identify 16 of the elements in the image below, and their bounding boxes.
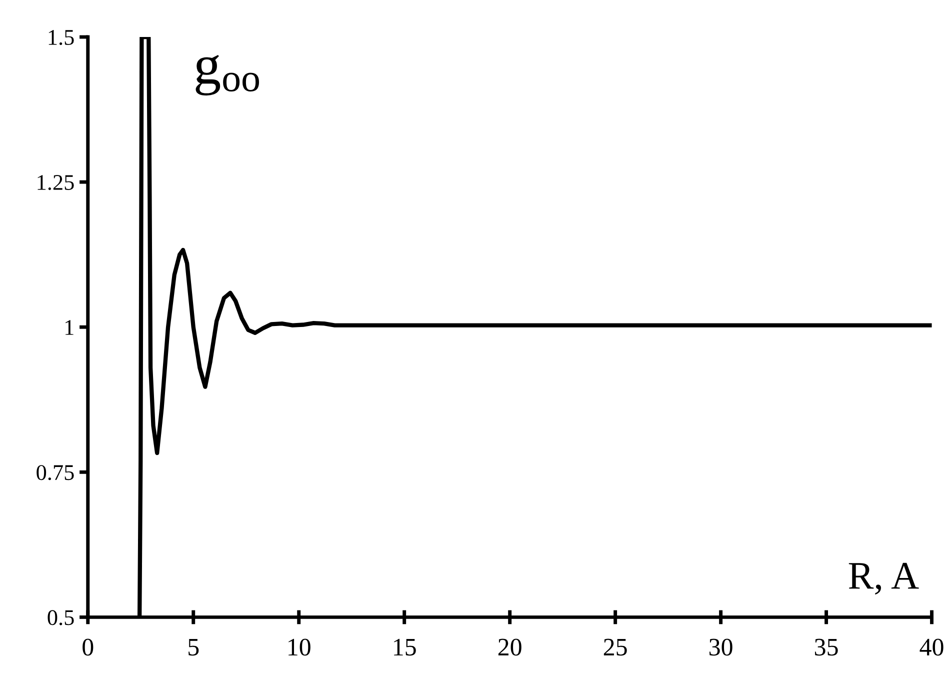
x-axis-title: R, A [848, 562, 919, 595]
x-tick-label: 15 [394, 638, 416, 656]
x-tick-label: 40 [920, 638, 944, 656]
y-tick-label: 0.75 [36, 465, 74, 480]
x-tick-label: 0 [82, 638, 94, 656]
y-tick-label: 1 [66, 320, 74, 335]
chart-title: g$_{oo}$ [196, 54, 259, 96]
x-tick-label: 30 [709, 638, 732, 656]
x-tick-label: 5 [188, 638, 199, 656]
y-tick-label: 1.25 [38, 175, 74, 190]
x-tick-label: 20 [498, 638, 522, 656]
y-tick-label: 0.5 [48, 610, 74, 626]
x-tick-label: 10 [288, 638, 310, 656]
y-tick-label: 1.5 [48, 30, 74, 46]
x-tick-label: 35 [814, 638, 838, 656]
x-tick-label: 25 [604, 638, 627, 656]
